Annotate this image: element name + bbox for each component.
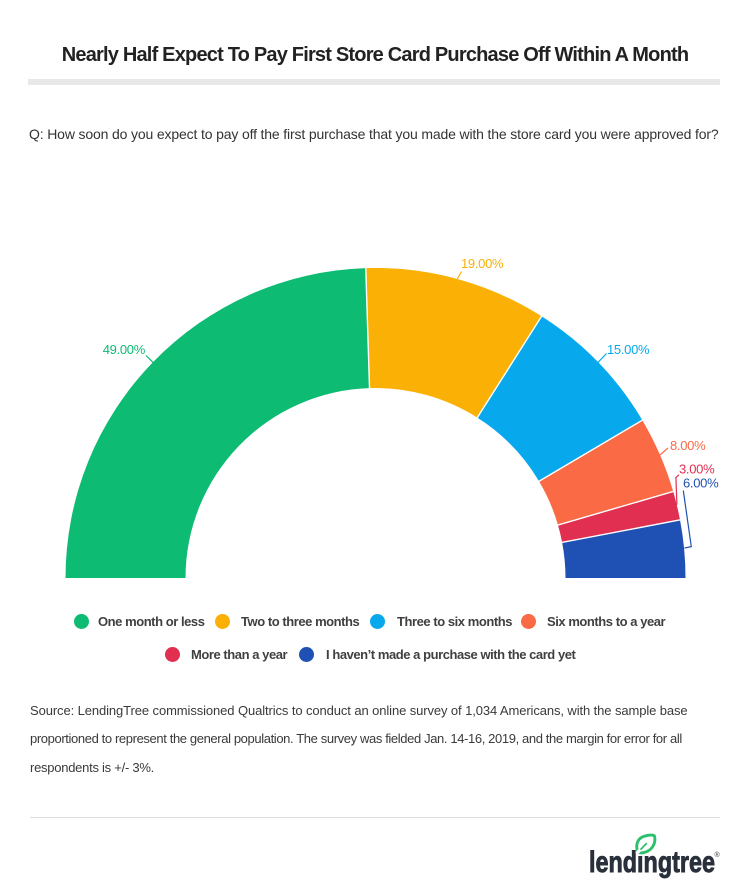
- svg-text:15.00%: 15.00%: [607, 342, 650, 357]
- svg-text:19.00%: 19.00%: [461, 256, 504, 271]
- svg-text:8.00%: 8.00%: [670, 438, 706, 453]
- svg-text:49.00%: 49.00%: [103, 342, 146, 357]
- svg-text:6.00%: 6.00%: [683, 476, 719, 491]
- svg-text:lendingtree: lendingtree: [589, 844, 715, 878]
- svg-text:3.00%: 3.00%: [679, 462, 715, 477]
- svg-text:®: ®: [715, 851, 721, 859]
